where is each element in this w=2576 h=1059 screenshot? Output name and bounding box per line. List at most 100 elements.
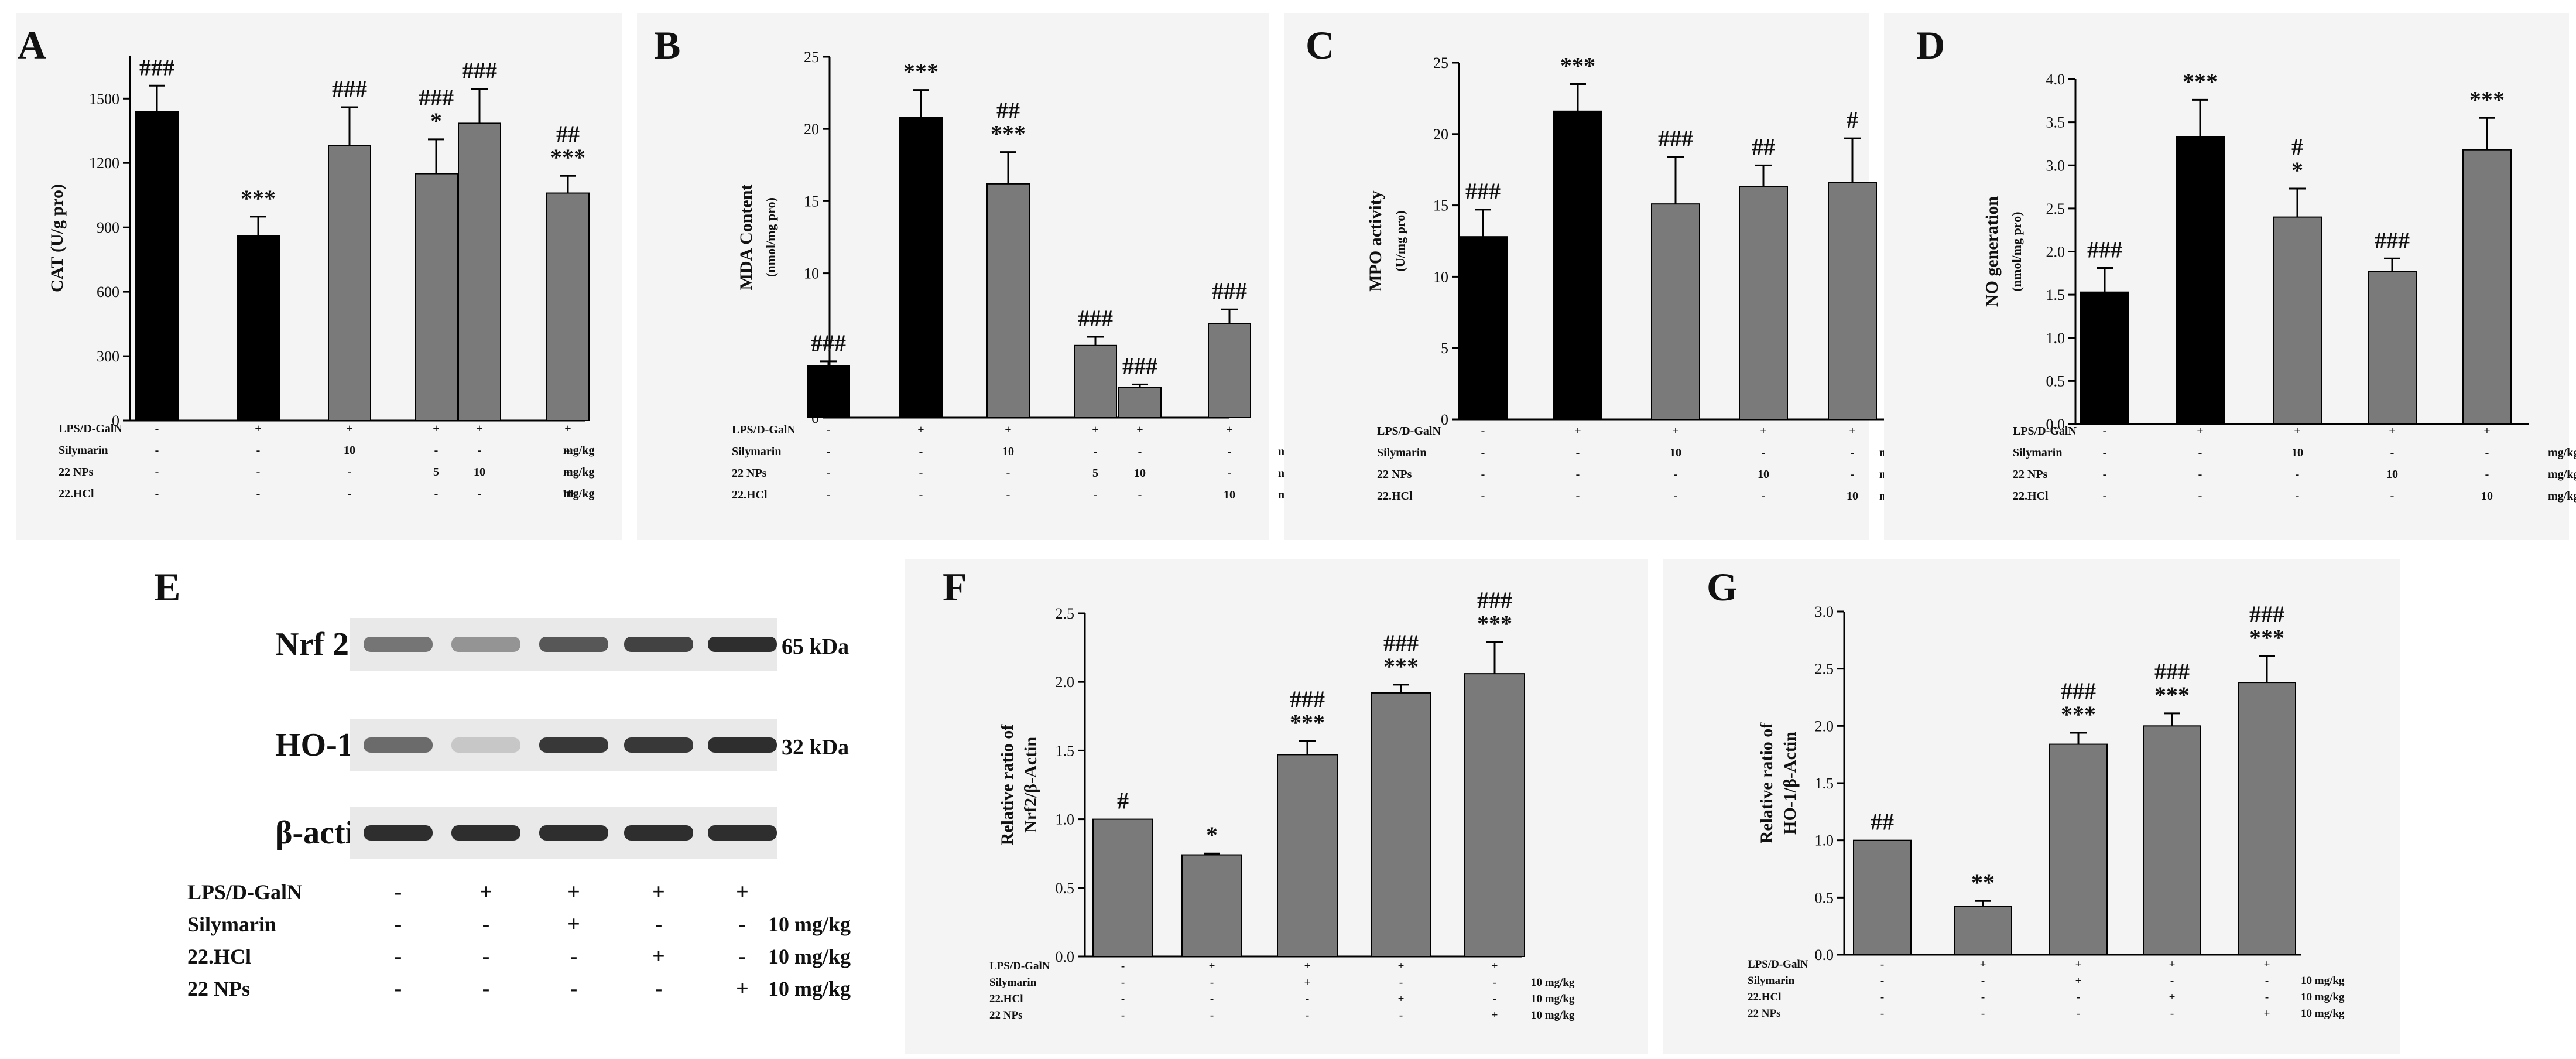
y-tick-label: 1.5 <box>1815 775 1834 792</box>
bar <box>415 173 458 421</box>
treatment-label: 22 NPs <box>989 1009 1022 1022</box>
treatment-value: - <box>1481 490 1485 503</box>
bar <box>2273 216 2322 425</box>
treatment-value: - <box>1576 446 1580 459</box>
blot-band <box>451 737 520 753</box>
treatment-value: + <box>2389 425 2395 438</box>
treatment-unit: mg/kg <box>563 487 594 500</box>
treatment-value: + <box>2483 425 2490 438</box>
treatment-value: + <box>2197 425 2203 438</box>
y-tick-label: 2.0 <box>2046 244 2065 261</box>
significance-mark: ### <box>1658 125 1693 152</box>
panel-letter-D: D <box>1916 23 1945 67</box>
treatment-unit: mg/kg <box>2548 446 2576 459</box>
blot-treatment-value: - <box>395 912 402 937</box>
treatment-value: - <box>1851 468 1855 481</box>
bar <box>2462 149 2512 425</box>
y-tick-label: 0.5 <box>1815 889 1834 906</box>
treatment-value: + <box>1304 976 1311 989</box>
y-tick-label: 15 <box>1433 197 1448 214</box>
significance-mark: ### <box>2154 658 2190 685</box>
blot-treatment-label: 22.HCl <box>187 945 251 968</box>
blot-treatment-value: - <box>655 976 663 1001</box>
y-tick-label: 2.0 <box>1056 674 1075 691</box>
treatment-value: - <box>2265 975 2269 987</box>
treatment-value: - <box>2103 446 2107 459</box>
bar <box>2176 136 2225 425</box>
treatment-label: 22 NPs <box>1377 468 1412 481</box>
y-tick-label: 1.0 <box>2046 330 2065 347</box>
treatment-value: - <box>1481 446 1485 459</box>
panel-letter-A: A <box>18 23 46 67</box>
blot-band <box>364 737 433 753</box>
bar <box>1458 236 1508 420</box>
y-tick-label: 1200 <box>89 155 119 172</box>
significance-mark: *** <box>1383 653 1419 679</box>
y-tick-label: 20 <box>1433 126 1448 143</box>
treatment-value: + <box>2169 958 2176 971</box>
treatment-value: + <box>476 422 482 435</box>
treatment-value: - <box>1228 467 1232 480</box>
treatment-value: - <box>2390 490 2395 503</box>
significance-mark: *** <box>903 59 938 85</box>
treatment-value: - <box>2103 425 2107 438</box>
treatment-value: - <box>1121 960 1125 972</box>
bar <box>2143 725 2201 956</box>
blot-treatment-unit: 10 mg/kg <box>768 945 851 968</box>
blot-treatment-value: - <box>570 976 578 1001</box>
treatment-value: - <box>1493 976 1496 989</box>
treatment-value: - <box>566 466 570 479</box>
treatment-value: - <box>2296 468 2300 481</box>
blot-treatment-value: - <box>482 976 490 1001</box>
treatment-value: - <box>155 466 159 479</box>
treatment-value: - <box>1210 993 1214 1005</box>
treatment-value: - <box>2103 468 2107 481</box>
treatment-value: - <box>1121 1009 1125 1022</box>
treatment-value: - <box>1762 446 1766 459</box>
significance-mark: ### <box>811 330 846 356</box>
y-tick-label: 0 <box>112 412 119 429</box>
bar <box>2368 271 2417 425</box>
blot-treatment-value: + <box>736 976 749 1001</box>
treatment-value: + <box>1005 423 1011 436</box>
blot-treatment-value: - <box>739 944 746 969</box>
treatment-value: - <box>1880 1007 1884 1020</box>
treatment-value: - <box>348 466 352 479</box>
blot-band <box>624 737 693 753</box>
bar <box>1853 839 1912 955</box>
y-tick-label: 1.5 <box>2046 286 2065 303</box>
significance-mark: ### <box>2249 601 2284 627</box>
y-tick-label: 300 <box>97 348 119 365</box>
blot-treatment-value: - <box>482 944 490 969</box>
y-axis-label-units: (nmol/mg pro) <box>763 197 778 277</box>
blot-treatment-label: Silymarin <box>187 913 276 936</box>
bar <box>2080 291 2129 425</box>
treatment-value: - <box>155 444 159 457</box>
treatment-value: + <box>1304 960 1311 972</box>
significance-mark: *** <box>2469 86 2505 112</box>
panel-letter-F: F <box>943 565 967 609</box>
treatment-value: - <box>1880 991 1884 1003</box>
panel-letter-G: G <box>1707 565 1738 609</box>
treatment-value: + <box>1980 958 1986 971</box>
blot-band <box>451 637 520 652</box>
blot-row-label: Nrf 2 <box>275 626 349 662</box>
y-axis-label-units: Nrf2/β-Actin <box>1021 737 1040 833</box>
treatment-value: - <box>827 445 831 458</box>
y-tick-label: 600 <box>97 283 119 300</box>
treatment-label: Silymarin <box>732 445 781 458</box>
treatment-value: - <box>1228 445 1232 458</box>
treatment-value: - <box>2077 1007 2080 1020</box>
treatment-value: 10 <box>474 466 485 479</box>
treatment-unit: mg/kg <box>2548 490 2576 503</box>
blot-treatment-value: + <box>652 944 665 969</box>
treatment-value: 10 <box>2291 446 2303 459</box>
treatment-unit: mg/kg <box>2548 468 2576 481</box>
treatment-value: - <box>566 444 570 457</box>
treatment-value: - <box>827 423 831 436</box>
treatment-value: - <box>1481 425 1485 438</box>
treatment-value: - <box>1880 958 1884 971</box>
treatment-value: - <box>2170 975 2174 987</box>
blot-kda-label: 32 kDa <box>782 735 849 760</box>
treatment-unit: 10 mg/kg <box>2301 991 2345 1003</box>
